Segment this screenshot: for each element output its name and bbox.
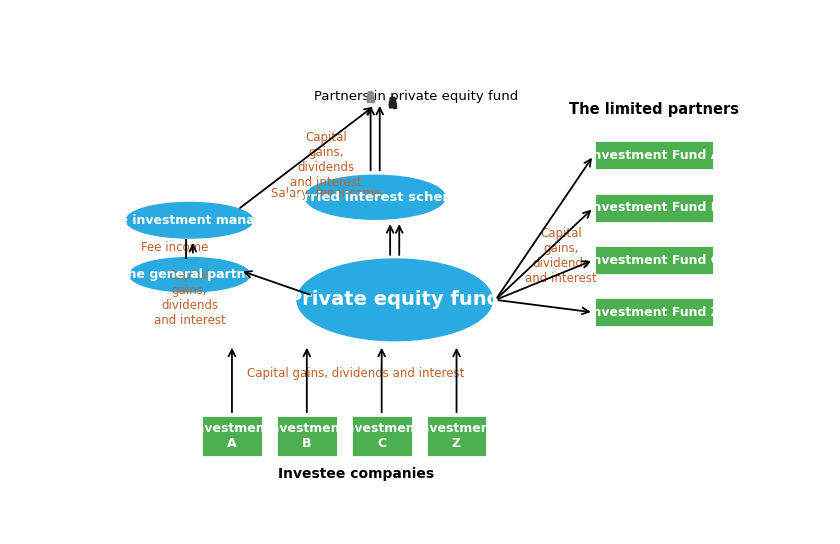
- Text: Investment
B: Investment B: [267, 422, 347, 450]
- FancyBboxPatch shape: [594, 193, 714, 223]
- FancyBboxPatch shape: [594, 298, 714, 327]
- Polygon shape: [393, 105, 396, 108]
- Text: Carried interest scheme: Carried interest scheme: [285, 191, 465, 203]
- Polygon shape: [367, 100, 370, 102]
- Text: The general partner: The general partner: [119, 268, 260, 281]
- Text: Capital
gains,
dividends
and interest: Capital gains, dividends and interest: [154, 269, 225, 327]
- Ellipse shape: [305, 175, 445, 219]
- Text: Investee companies: Investee companies: [277, 467, 433, 481]
- Text: Investment Fund Z: Investment Fund Z: [588, 306, 720, 319]
- Text: Capital
gains,
dividends
and interest: Capital gains, dividends and interest: [291, 131, 362, 189]
- Text: Salary, fee income: Salary, fee income: [271, 187, 381, 200]
- Polygon shape: [367, 95, 375, 100]
- Text: Investment
Z: Investment Z: [417, 422, 496, 450]
- Polygon shape: [390, 105, 392, 108]
- Text: Investment
C: Investment C: [342, 422, 422, 450]
- Text: Investment Fund C: Investment Fund C: [588, 254, 720, 267]
- FancyBboxPatch shape: [201, 415, 263, 457]
- Text: Fee income: Fee income: [141, 241, 208, 254]
- Text: Investment
A: Investment A: [192, 422, 271, 450]
- FancyBboxPatch shape: [426, 415, 487, 457]
- FancyBboxPatch shape: [351, 415, 412, 457]
- Polygon shape: [370, 100, 374, 102]
- Polygon shape: [389, 101, 396, 105]
- Ellipse shape: [126, 202, 253, 238]
- Text: The limited partners: The limited partners: [569, 102, 739, 117]
- Text: Private equity fund: Private equity fund: [288, 290, 501, 310]
- FancyBboxPatch shape: [594, 140, 714, 170]
- Circle shape: [368, 91, 373, 95]
- Text: Investment Fund A: Investment Fund A: [588, 149, 720, 162]
- FancyBboxPatch shape: [276, 415, 338, 457]
- Ellipse shape: [129, 257, 249, 292]
- Text: Capital gains, dividends and interest: Capital gains, dividends and interest: [247, 367, 465, 380]
- Ellipse shape: [297, 259, 492, 341]
- Text: The investment manager: The investment manager: [102, 214, 278, 227]
- Text: Investment Fund B: Investment Fund B: [588, 201, 720, 214]
- Circle shape: [390, 97, 396, 101]
- FancyBboxPatch shape: [594, 245, 714, 275]
- Text: Partners in private equity fund: Partners in private equity fund: [314, 90, 518, 103]
- Text: Capital
gains,
dividends
and interest: Capital gains, dividends and interest: [525, 227, 596, 285]
